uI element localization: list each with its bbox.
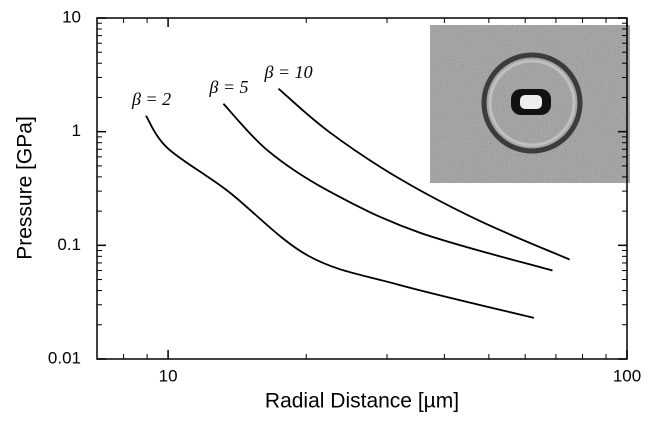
y-tick-label: 10 [62, 7, 81, 26]
curve-label: β = 5 [208, 77, 248, 97]
x-tick-label: 100 [613, 366, 641, 385]
curve-label: β = 2 [131, 89, 171, 109]
curve [222, 103, 553, 272]
y-tick-label: 1 [72, 121, 81, 140]
x-tick-label: 10 [159, 366, 178, 385]
y-tick-label: 0.01 [48, 348, 81, 367]
inset-image [430, 25, 630, 183]
curve [277, 87, 571, 261]
plot-frame [96, 17, 628, 360]
x-axis-title: Radial Distance [µm] [265, 390, 459, 413]
curve-label: β = 10 [263, 62, 312, 82]
y-tick-label: 0.1 [57, 235, 81, 254]
curve [145, 115, 535, 319]
y-axis-title: Pressure [GPa] [14, 116, 37, 260]
